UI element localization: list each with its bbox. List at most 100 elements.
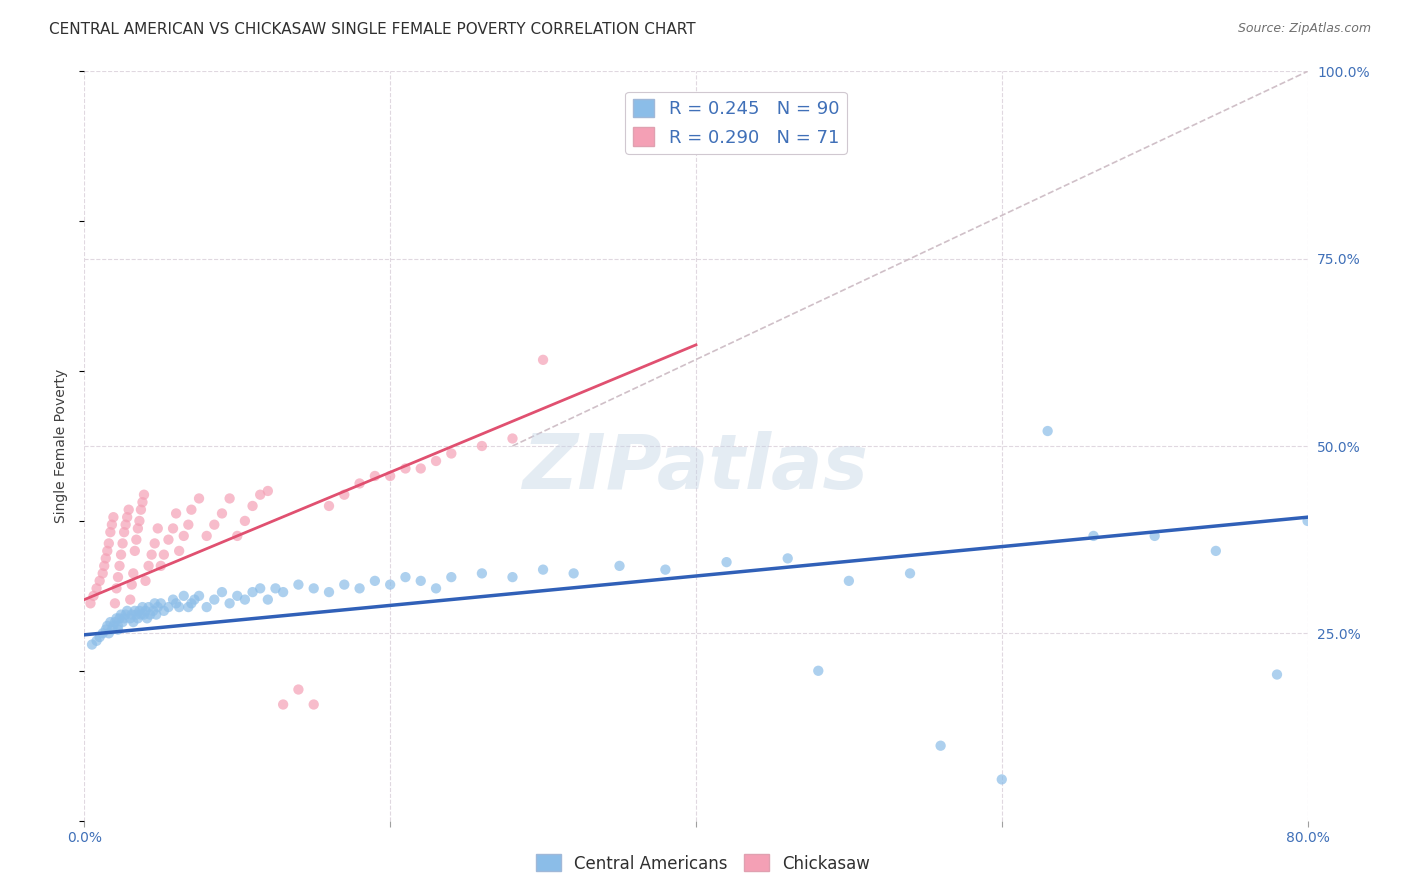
Point (141, 548, 163, 562)
Point (271, 698, 294, 712)
Text: CENTRAL AMERICAN VS CHICKASAW SINGLE FEMALE POVERTY CORRELATION CHART: CENTRAL AMERICAN VS CHICKASAW SINGLE FEM… (49, 22, 696, 37)
Point (118, 502, 141, 516)
Point (257, 483, 280, 498)
Point (180, 596, 202, 610)
Point (143, 536, 166, 550)
Point (1265, 667, 1288, 681)
Point (153, 548, 176, 562)
Point (103, 619, 125, 633)
Point (440, 570, 463, 584)
Point (502, 432, 524, 446)
Point (394, 461, 416, 475)
Point (114, 517, 136, 532)
Point (79, 596, 101, 610)
Point (131, 495, 153, 509)
Point (105, 582, 128, 596)
Text: ZIPatlas: ZIPatlas (523, 432, 869, 506)
Point (233, 592, 256, 607)
Point (111, 536, 134, 550)
Point (110, 548, 132, 562)
Point (162, 592, 184, 607)
Point (1083, 529, 1105, 543)
Point (125, 533, 148, 547)
Point (188, 491, 211, 506)
Point (318, 499, 340, 513)
Point (531, 352, 554, 367)
Point (120, 611, 142, 625)
Point (425, 582, 447, 596)
Point (226, 529, 249, 543)
Point (349, 582, 371, 596)
Point (211, 507, 233, 521)
Point (101, 517, 124, 532)
Point (86, 633, 108, 648)
Point (165, 596, 187, 610)
Point (333, 488, 356, 502)
Point (218, 491, 240, 506)
Point (157, 533, 180, 547)
Point (162, 521, 184, 535)
Point (177, 517, 200, 532)
Legend: Central Americans, Chickasaw: Central Americans, Chickasaw (529, 847, 877, 880)
Point (125, 607, 148, 622)
Point (97, 536, 120, 550)
Point (107, 619, 129, 633)
Point (271, 585, 294, 599)
Point (143, 596, 166, 610)
Point (97, 626, 120, 640)
Point (1143, 529, 1166, 543)
Point (128, 604, 150, 618)
Point (364, 574, 387, 588)
Point (165, 507, 187, 521)
Point (80, 638, 103, 652)
Point (111, 615, 134, 629)
Point (218, 596, 240, 610)
Text: Source: ZipAtlas.com: Source: ZipAtlas.com (1237, 22, 1371, 36)
Point (609, 558, 631, 573)
Point (471, 439, 494, 453)
Point (124, 604, 146, 618)
Point (195, 529, 218, 543)
Y-axis label: Single Female Poverty: Single Female Poverty (55, 369, 69, 523)
Point (440, 446, 463, 460)
Point (94, 623, 117, 637)
Point (132, 607, 155, 622)
Point (93, 558, 115, 573)
Point (122, 615, 145, 629)
Point (249, 488, 271, 502)
Point (202, 517, 225, 532)
Point (136, 611, 159, 625)
Point (127, 521, 149, 535)
Point (139, 607, 162, 622)
Point (257, 592, 280, 607)
Point (333, 577, 356, 591)
Point (991, 772, 1014, 787)
Point (108, 558, 131, 573)
Point (121, 577, 143, 591)
Point (108, 611, 131, 625)
Point (86, 582, 108, 596)
Point (654, 563, 676, 577)
Point (202, 592, 225, 607)
Point (302, 698, 325, 712)
Point (122, 566, 145, 581)
Point (104, 615, 127, 629)
Point (131, 600, 153, 615)
Point (96, 544, 118, 558)
Point (242, 499, 264, 513)
Point (471, 566, 494, 581)
Point (502, 570, 524, 584)
Point (104, 596, 127, 610)
Point (1036, 424, 1059, 438)
Point (180, 502, 202, 516)
Point (135, 604, 157, 618)
Point (898, 566, 921, 581)
Point (149, 558, 172, 573)
Point (380, 469, 402, 483)
Point (776, 551, 799, 566)
Point (264, 582, 287, 596)
Point (91, 626, 114, 640)
Point (716, 555, 738, 569)
Point (120, 592, 142, 607)
Point (1205, 544, 1227, 558)
